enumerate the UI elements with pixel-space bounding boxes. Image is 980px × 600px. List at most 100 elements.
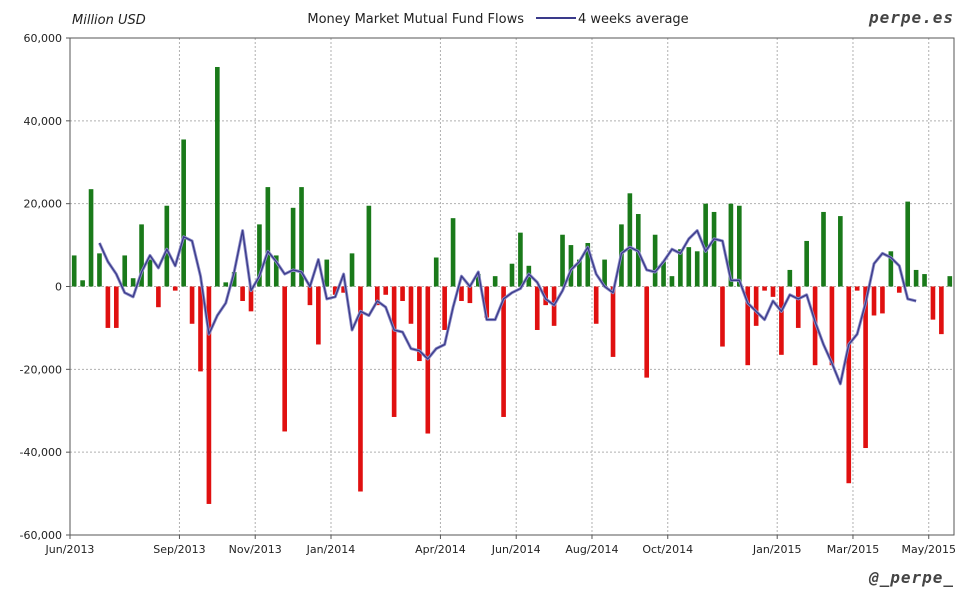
flow-bar: [838, 216, 843, 287]
flow-bar: [366, 205, 372, 287]
y-tick-label: -20,000: [20, 363, 62, 376]
flow-bar: [80, 280, 85, 287]
flow-bar: [282, 286, 287, 432]
y-tick-label: 40,000: [24, 115, 63, 128]
flow-bar: [602, 259, 607, 287]
flow-bar: [534, 286, 540, 330]
flow-bar: [686, 247, 692, 287]
flow-bar: [349, 253, 355, 287]
flow-bar: [113, 286, 119, 328]
flow-bar: [863, 286, 868, 449]
flow-bar: [779, 286, 784, 355]
flow-bar: [189, 286, 195, 324]
flow-bar: [484, 286, 490, 318]
flow-bar: [669, 276, 675, 287]
flow-bar: [728, 203, 734, 287]
flow-bar: [273, 255, 279, 287]
flow-bar: [417, 286, 422, 362]
flow-bar: [804, 240, 809, 287]
watermark: perpe.es: [868, 8, 954, 27]
flow-bar: [332, 286, 338, 295]
flow-bar: [770, 286, 776, 297]
flow-bar: [105, 286, 111, 328]
y-tick-label: 20,000: [24, 198, 63, 211]
flow-bar: [139, 224, 144, 287]
flow-bar: [97, 253, 102, 287]
flow-bar: [181, 139, 186, 287]
x-tick-label: May/2015: [902, 543, 956, 556]
flow-bar: [888, 251, 894, 287]
flow-bar: [627, 193, 633, 287]
x-tick-label: Jun/2014: [491, 543, 541, 556]
flow-bar: [829, 286, 835, 366]
y-tick-label: -40,000: [20, 446, 62, 459]
flow-bar: [880, 286, 885, 314]
flow-bar: [787, 269, 793, 287]
flow-bar: [905, 201, 911, 287]
flow-bar: [408, 286, 414, 324]
flow-bar: [846, 286, 852, 484]
flow-bar: [593, 286, 599, 324]
flow-bar: [501, 286, 506, 417]
flow-bar: [130, 278, 136, 287]
flow-bar: [156, 286, 161, 308]
flow-bar: [307, 286, 313, 306]
flow-bar: [661, 261, 666, 287]
flow-bar: [71, 255, 77, 287]
flow-bar: [400, 286, 405, 301]
flow-bar: [433, 257, 439, 287]
flow-bar: [248, 286, 254, 312]
flow-bar: [939, 286, 944, 335]
flow-bar: [459, 286, 464, 301]
flow-bar: [745, 286, 751, 366]
flow-bar: [871, 286, 877, 316]
flow-bar: [762, 286, 767, 291]
x-tick-label: Jun/2013: [45, 543, 95, 556]
flow-bar: [257, 224, 262, 287]
flow-bar: [467, 286, 473, 304]
flow-bar: [324, 259, 330, 287]
flow-bar: [442, 286, 447, 330]
bars-group: [71, 66, 953, 504]
flow-bar: [383, 286, 389, 295]
y-axis: 60,000 40,000 20,000 0 -20,000 -40,000 -60,000: [20, 32, 70, 542]
flow-bar: [341, 286, 346, 293]
flow-bar: [223, 282, 229, 287]
flow-bar: [122, 255, 128, 287]
flow-bar: [568, 245, 574, 287]
x-tick-label: Nov/2013: [229, 543, 282, 556]
flow-bar: [644, 286, 650, 378]
flow-bar: [678, 249, 683, 287]
legend-label: 4 weeks average: [578, 12, 689, 27]
x-tick-label: Aug/2014: [565, 543, 618, 556]
flow-bar: [703, 203, 708, 287]
flow-bar: [947, 276, 953, 287]
flow-bar: [88, 189, 94, 287]
flow-bar: [316, 286, 321, 345]
flow-bar: [795, 286, 801, 328]
flow-bar: [509, 263, 515, 287]
flow-bar: [720, 286, 725, 347]
x-tick-label: Oct/2014: [642, 543, 693, 556]
x-axis: Jun/2013 Sep/2013 Nov/2013 Jan/2014 Apr/2014…: [45, 535, 956, 556]
flow-bar: [585, 243, 591, 287]
x-tick-label: Apr/2014: [415, 543, 466, 556]
flow-bar: [560, 234, 565, 287]
flow-bar: [610, 286, 616, 357]
flow-bar: [164, 205, 170, 287]
x-tick-label: Mar/2015: [827, 543, 879, 556]
flow-bar: [896, 286, 902, 293]
flow-bar: [450, 218, 456, 287]
flow-bar: [358, 286, 363, 492]
flow-bar: [374, 286, 380, 306]
flow-bar: [577, 259, 582, 287]
average-line: [98, 229, 917, 385]
flow-bar: [231, 272, 237, 287]
x-tick-label: Jan/2014: [306, 543, 356, 556]
flow-bar: [206, 286, 212, 504]
flow-bar: [198, 286, 203, 372]
y-tick-label: -60,000: [20, 529, 62, 542]
flow-bar: [299, 187, 304, 287]
flow-bar: [922, 274, 927, 287]
